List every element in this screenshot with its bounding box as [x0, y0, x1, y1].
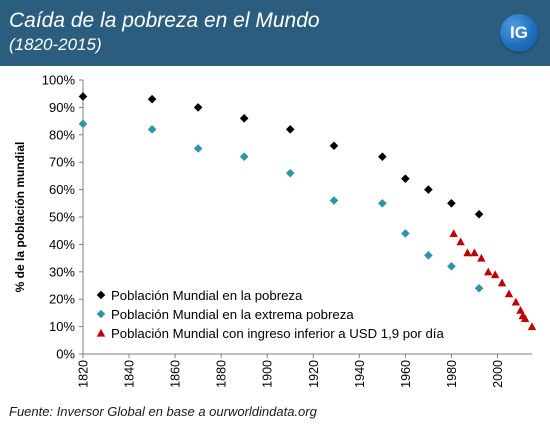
series-3-point [520, 314, 530, 322]
y-tick-label: 0% [56, 347, 75, 362]
legend-label: Población Mundial con ingreso inferior a… [111, 326, 444, 341]
series-1-point [447, 199, 456, 208]
series-3-point [470, 248, 479, 257]
series-1-point [401, 174, 410, 183]
series-3-point [484, 267, 493, 276]
y-axis-title: % de la población mundial [13, 142, 27, 293]
x-tick-label: 1920 [307, 360, 321, 388]
x-tick-label: 1900 [261, 360, 275, 388]
x-tick-label: 1960 [399, 360, 413, 388]
x-tick-label: 1940 [353, 360, 367, 388]
series-3-point [497, 278, 507, 287]
series-1-point [285, 125, 295, 134]
series-3-point [456, 237, 465, 246]
series-3-point [504, 289, 514, 298]
series-2-point [285, 168, 295, 178]
data-points [78, 92, 537, 331]
y-tick-label: 50% [49, 210, 75, 225]
series-1-point [424, 185, 433, 194]
series-1-point [329, 141, 339, 151]
series-2-point [239, 152, 249, 162]
series-3-point [477, 253, 486, 262]
series-3-point [527, 322, 537, 331]
x-tick-label: 1880 [215, 360, 229, 388]
legend-marker [96, 290, 106, 300]
series-1-point [78, 92, 88, 101]
series-2-point [474, 283, 484, 293]
series-2-point [329, 196, 339, 205]
x-tick-label: 2000 [491, 360, 505, 388]
legend-marker [96, 328, 106, 337]
series-2-point [401, 229, 410, 238]
series-2-point [193, 144, 203, 153]
series-2-point [378, 199, 387, 208]
y-tick-label: 10% [49, 319, 75, 334]
series-3-point [449, 229, 458, 238]
title-banner: Caída de la pobreza en el Mundo (1820-20… [0, 0, 550, 66]
x-tick-label: 1840 [123, 360, 137, 388]
y-tick-label: 100% [42, 73, 76, 88]
y-tick-label: 40% [49, 237, 75, 252]
y-tick-label: 90% [49, 100, 75, 115]
scatter-chart: 0% 10% 20% 30% 40% 50% 60% 70% 80% 90% 100% 1820 184… [13, 73, 537, 388]
series-3-point [511, 297, 521, 306]
series-1-point [474, 209, 484, 219]
series-3-point [463, 248, 472, 257]
x-tick-label: 1860 [169, 360, 183, 388]
legend-label: Población Mundial en la extrema pobreza [111, 307, 354, 322]
y-tick-label: 60% [49, 182, 75, 197]
y-tick-label: 80% [49, 127, 75, 142]
source-note: Fuente: Inversor Global en base a ourwor… [9, 404, 317, 419]
x-tick-label: 1980 [445, 360, 459, 388]
series-3-point [516, 305, 525, 314]
legend-label: Población Mundial en la pobreza [111, 288, 303, 303]
y-tick-label: 30% [49, 264, 75, 279]
ig-logo: IG [500, 14, 538, 52]
chart-title: Caída de la pobreza en el Mundo [9, 9, 320, 32]
series-2-point [447, 262, 456, 271]
series-1-point [378, 152, 387, 162]
series-2-point [147, 125, 157, 134]
series-2-point [78, 119, 88, 129]
series-2-point [424, 251, 433, 260]
legend: Población Mundial en la pobreza Población… [96, 288, 444, 341]
axes: 0% 10% 20% 30% 40% 50% 60% 70% 80% 90% 100% 1820 184… [13, 73, 532, 388]
x-tick-label: 1820 [77, 360, 91, 388]
series-1-point [193, 103, 203, 112]
y-tick-label: 70% [49, 155, 75, 170]
series-1-point [239, 114, 249, 123]
legend-marker [96, 309, 106, 319]
series-1-point [147, 94, 157, 104]
series-3-point [490, 270, 500, 279]
y-tick-label: 20% [49, 292, 75, 307]
chart-subtitle: (1820-2015) [9, 35, 102, 54]
